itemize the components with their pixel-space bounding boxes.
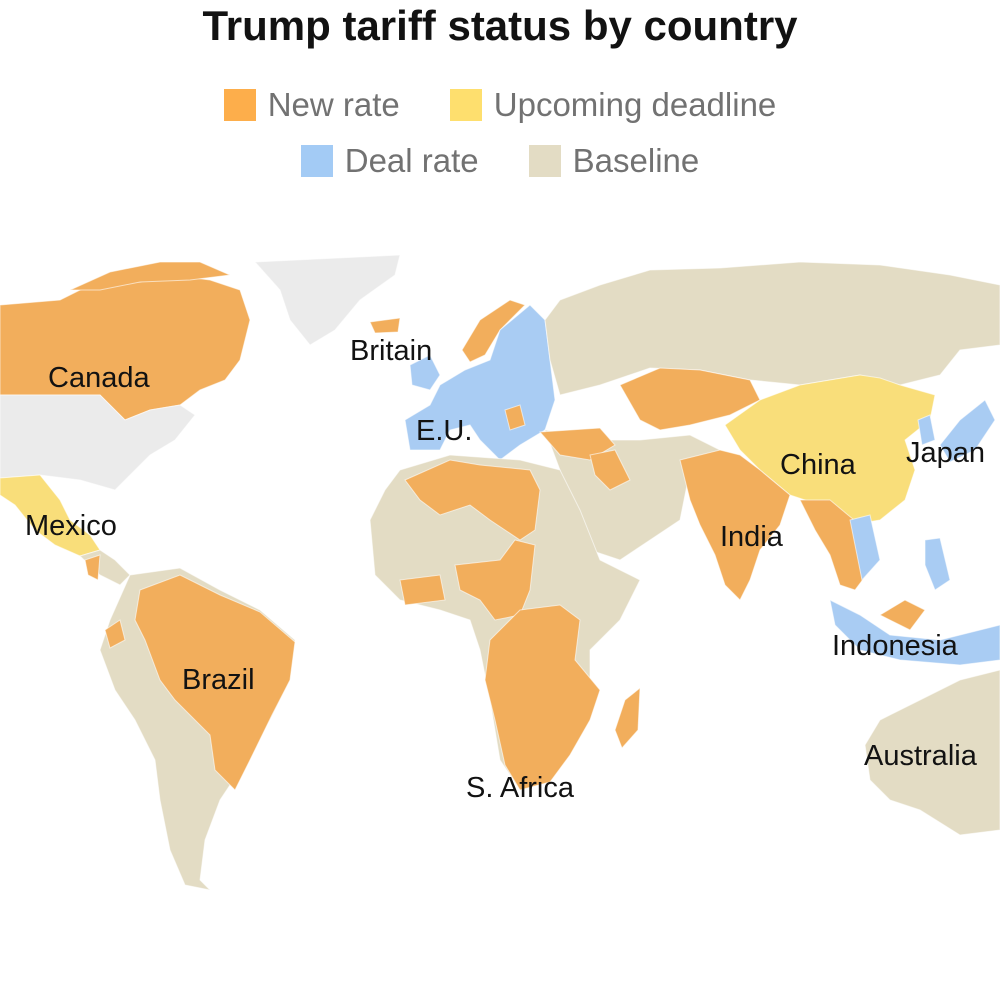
region-central-asia bbox=[619, 367, 761, 431]
label-canada: Canada bbox=[48, 362, 150, 394]
chart-title: Trump tariff status by country bbox=[202, 2, 798, 49]
region-britain bbox=[409, 354, 441, 391]
region-central-africa bbox=[454, 539, 536, 621]
region-korea bbox=[917, 414, 936, 446]
region-philippines bbox=[924, 537, 951, 591]
legend-baseline: Baseline bbox=[528, 142, 700, 180]
legend-label: New rate bbox=[267, 86, 400, 123]
region-usa bbox=[0, 394, 196, 491]
legend-swatch-new-rate bbox=[223, 89, 256, 121]
label-indonesia: Indonesia bbox=[832, 630, 959, 662]
label-brazil: Brazil bbox=[182, 664, 255, 696]
label-india: India bbox=[720, 521, 784, 553]
region-nicaragua bbox=[84, 554, 101, 581]
legend-swatch-deal-rate bbox=[300, 145, 333, 177]
label-china: China bbox=[780, 449, 857, 481]
legend-swatch-upcoming bbox=[449, 89, 482, 121]
label-australia: Australia bbox=[864, 740, 978, 772]
region-madagascar bbox=[614, 686, 641, 749]
region-norway bbox=[461, 299, 526, 363]
legend-swatch-baseline bbox=[528, 145, 561, 177]
legend-deal-rate: Deal rate bbox=[300, 142, 479, 180]
label-s-africa: S. Africa bbox=[466, 772, 575, 804]
legend-row-1: New rate Upcoming deadline bbox=[0, 86, 1000, 124]
region-india bbox=[679, 449, 791, 601]
region-north-africa bbox=[404, 459, 541, 541]
region-canada-islands bbox=[69, 261, 232, 291]
legend-label: Upcoming deadline bbox=[493, 86, 777, 123]
region-balkans bbox=[504, 404, 526, 431]
region-syria-iraq bbox=[589, 449, 631, 491]
region-brazil bbox=[134, 574, 296, 791]
label-japan: Japan bbox=[906, 437, 985, 469]
label-britain: Britain bbox=[350, 335, 432, 367]
region-japan bbox=[939, 399, 996, 463]
legend-row-2: Deal rate Baseline bbox=[0, 142, 1000, 180]
region-southern-africa bbox=[484, 604, 601, 791]
label-mexico: Mexico bbox=[25, 510, 117, 542]
region-iceland bbox=[369, 317, 401, 334]
legend-new-rate: New rate bbox=[223, 86, 400, 124]
region-indonesia bbox=[829, 599, 1000, 666]
region-australia bbox=[864, 669, 1000, 836]
legend-upcoming-deadline: Upcoming deadline bbox=[449, 86, 777, 124]
legend-label: Baseline bbox=[572, 142, 700, 179]
region-malaysia bbox=[878, 599, 926, 631]
region-russia bbox=[544, 261, 1000, 396]
region-colombia bbox=[104, 619, 126, 649]
region-vietnam bbox=[849, 514, 881, 582]
legend-label: Deal rate bbox=[344, 142, 479, 179]
region-greenland bbox=[253, 254, 401, 346]
region-west-africa bbox=[399, 574, 446, 606]
label-eu: E.U. bbox=[416, 415, 472, 447]
